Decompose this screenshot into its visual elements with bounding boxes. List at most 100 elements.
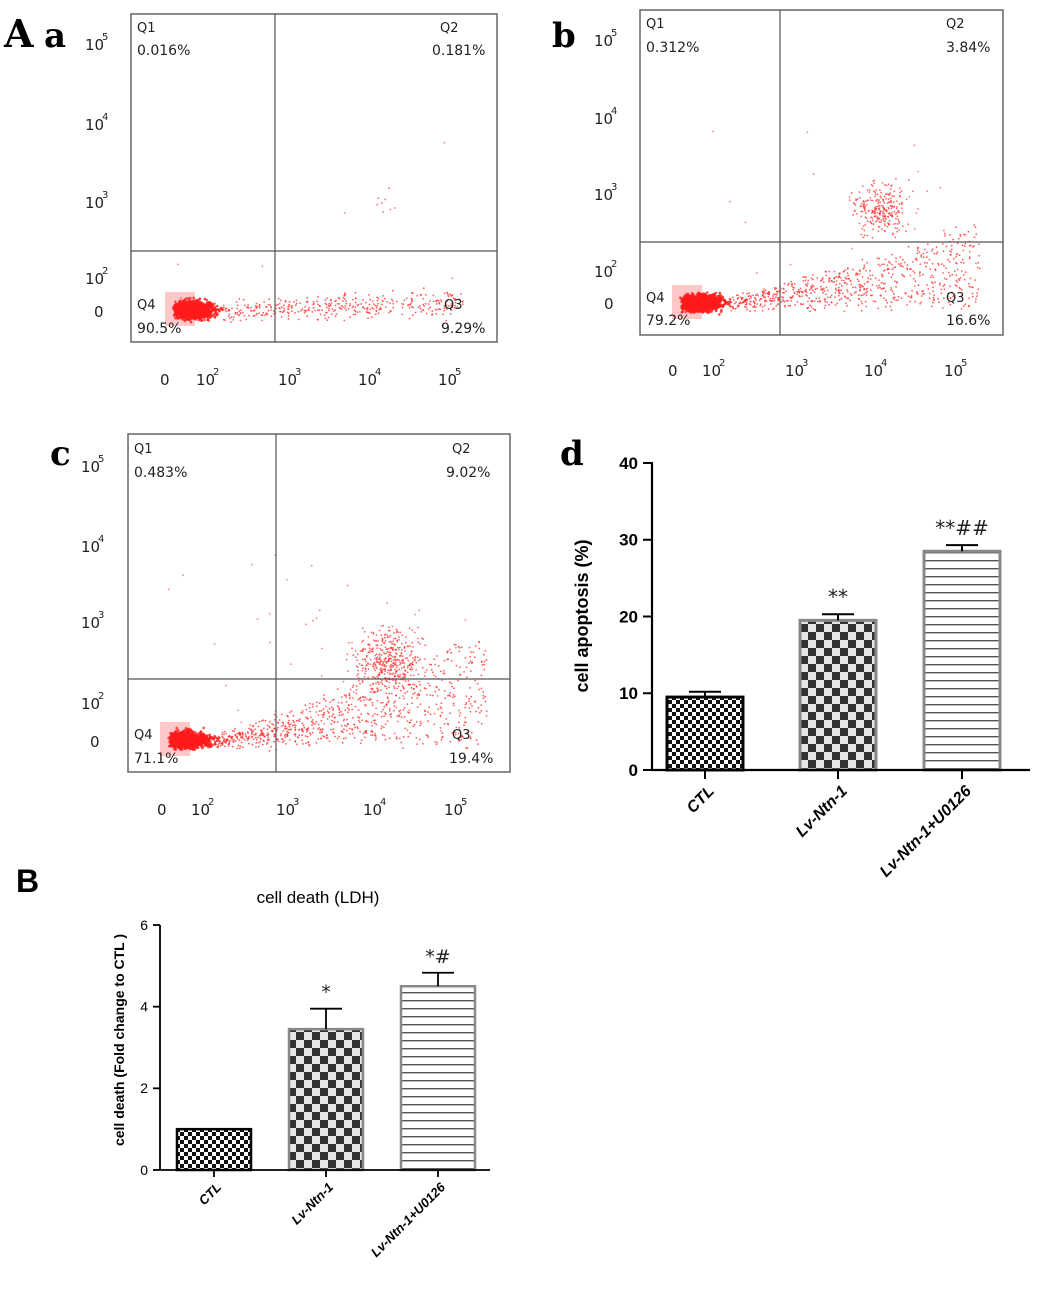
flow-dot [811, 286, 813, 288]
flow-dot [914, 258, 917, 260]
flow-dot [232, 318, 235, 321]
flow-dot [427, 720, 429, 723]
flow-dot [837, 276, 840, 279]
flow-dot [385, 306, 387, 308]
flow-dot [301, 710, 304, 712]
flow-dot [865, 211, 867, 214]
flow-dot [187, 314, 190, 318]
flow-dot [862, 285, 864, 288]
flow-dot [764, 292, 767, 295]
flow-dot [917, 284, 920, 287]
flow-dot [899, 256, 902, 258]
flow-dot [885, 193, 887, 195]
flow-dot [719, 299, 722, 302]
flow-dot [767, 308, 770, 310]
flow-dot [969, 250, 971, 253]
flow-dot [178, 747, 182, 750]
flow-dot [812, 278, 814, 281]
flow-dot [894, 227, 897, 229]
flow-dot [810, 292, 812, 295]
flow-dot [822, 281, 825, 283]
flow-dot [714, 309, 718, 313]
flow-dot [325, 306, 328, 309]
flow-dot [922, 252, 925, 255]
flow-dot [336, 302, 339, 305]
y-tick: 104 [594, 106, 617, 128]
flow-dot [945, 267, 947, 269]
flow-dot [892, 267, 895, 269]
flow-dot [929, 268, 932, 270]
flow-dot [429, 306, 431, 309]
flow-dot [452, 693, 455, 696]
flow-dot [763, 296, 765, 299]
flow-dot [691, 302, 694, 305]
flow-dot [881, 214, 884, 217]
flow-dot [317, 295, 319, 298]
flow-dot [732, 296, 734, 299]
flow-dot [239, 319, 242, 322]
flow-dot [822, 277, 824, 279]
flow-dot [817, 300, 819, 303]
flow-dot [419, 305, 421, 308]
flow-dot [189, 320, 193, 324]
flow-dot [915, 212, 918, 214]
flow-dot [443, 307, 446, 309]
flow-dot [830, 301, 833, 304]
flow-dot [453, 307, 456, 309]
flow-dot [281, 306, 283, 309]
flow-dot [470, 695, 473, 698]
flow-dot [907, 245, 910, 248]
flow-dot [233, 316, 235, 318]
flow-dot [802, 280, 805, 282]
flow-dot [198, 305, 201, 308]
flow-dot [450, 305, 453, 308]
flow-dot [695, 303, 698, 307]
flow-dot [736, 297, 739, 300]
flow-dot [968, 285, 971, 288]
flow-dot [294, 311, 296, 314]
y-tick: 102 [594, 259, 617, 281]
flow-dot [258, 306, 261, 309]
panel-label-A: A [3, 11, 34, 56]
flow-dot [418, 680, 421, 683]
flow-dot [177, 308, 181, 312]
flow-dot [382, 211, 384, 214]
flow-dot [889, 192, 892, 195]
flow-dot [745, 303, 748, 306]
flow-dot [219, 306, 223, 310]
flow-dot [424, 713, 427, 716]
flow-dot [376, 203, 379, 206]
flow-dot [790, 283, 793, 286]
flow-dot [209, 302, 213, 306]
flow-dot [879, 264, 881, 267]
flow-dot [943, 264, 945, 267]
flow-dot [475, 710, 477, 713]
flow-dot [174, 307, 177, 311]
flow-dot [753, 302, 756, 305]
flow-dot [304, 305, 307, 308]
flow-dot [949, 234, 951, 236]
flow-dot [443, 309, 445, 312]
flow-dot [197, 739, 201, 743]
flow-dot [959, 235, 962, 238]
flow-dot [810, 305, 813, 308]
flow-dot [684, 299, 688, 303]
flow-dot [451, 277, 454, 280]
flow-dot [278, 302, 281, 305]
flow-dot [823, 290, 826, 292]
flow-dot [947, 258, 949, 261]
flow-dot [692, 306, 696, 309]
y-tick-labels: 105 104 103 102 0 [85, 32, 108, 321]
flow-dot [388, 311, 391, 314]
flow-dot [185, 744, 189, 747]
flow-dot [871, 219, 874, 222]
flow-dot [824, 304, 827, 307]
flow-dot [376, 713, 379, 716]
flow-dot [297, 310, 300, 313]
flow-dot [864, 224, 867, 226]
flow-dot [208, 304, 212, 308]
flow-dot [887, 193, 889, 196]
flow-dot [878, 226, 881, 229]
flow-dot [447, 295, 450, 298]
flow-dot [781, 296, 783, 298]
